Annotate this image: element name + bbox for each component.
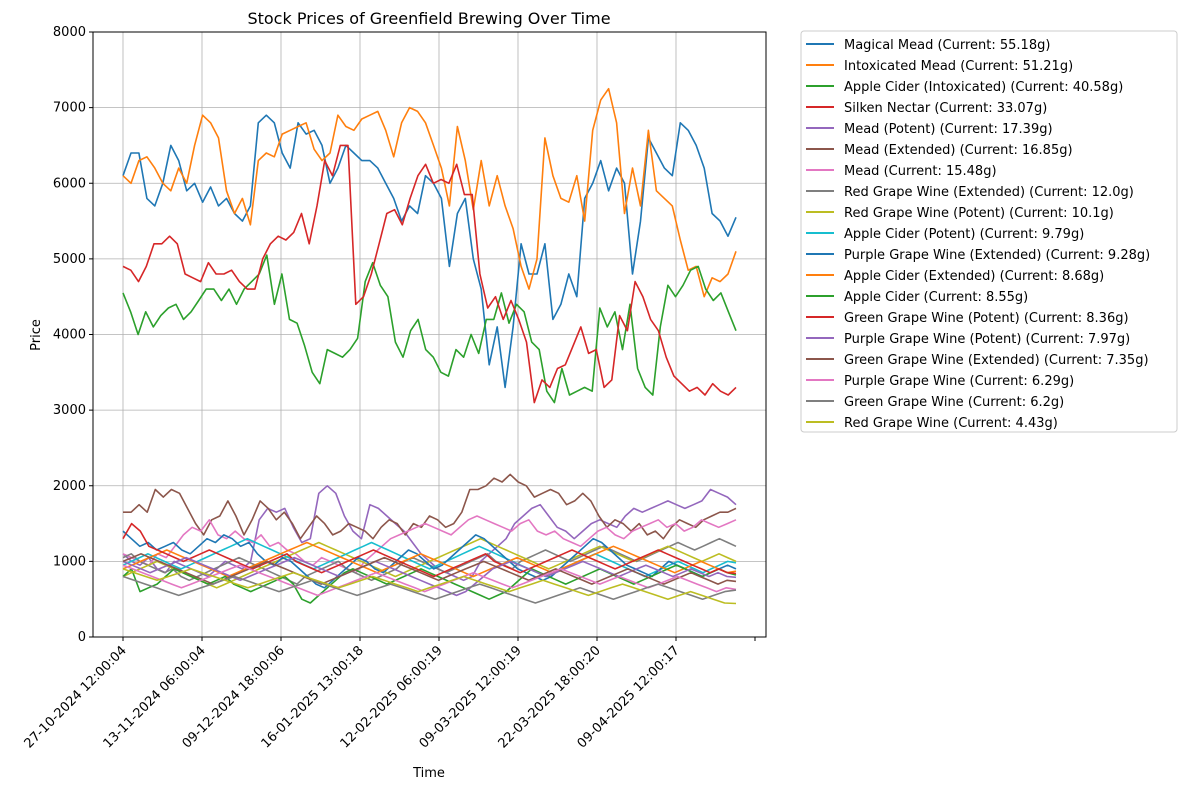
series-lines	[122, 87, 737, 605]
y-tick-label: 3000	[53, 403, 86, 418]
series-line-6	[122, 515, 737, 574]
x-axis-title: Time	[412, 766, 445, 781]
y-tick-label: 6000	[53, 176, 86, 191]
legend-label-7: Red Grape Wine (Extended) (Current: 12.0…	[844, 185, 1134, 200]
series-line-18	[122, 568, 737, 605]
legend-label-5: Mead (Extended) (Current: 16.85g)	[844, 143, 1073, 158]
legend-label-10: Purple Grape Wine (Extended) (Current: 9…	[844, 248, 1150, 263]
legend-label-1: Intoxicated Mead (Current: 51.21g)	[844, 59, 1073, 74]
legend-label-18: Red Grape Wine (Current: 4.43g)	[844, 416, 1058, 431]
y-tick-label: 0	[78, 630, 86, 645]
y-tick-label: 1000	[53, 554, 86, 569]
y-axis: 0 1000 2000 3000 4000 5000 6000 7000 8000	[53, 25, 93, 645]
y-tick-label: 7000	[53, 101, 86, 116]
grid-lines	[93, 31, 766, 638]
series-line-16	[122, 564, 737, 597]
legend-label-17: Green Grape Wine (Current: 6.2g)	[844, 395, 1064, 410]
legend-box	[800, 30, 1178, 433]
legend-label-14: Purple Grape Wine (Potent) (Current: 7.9…	[844, 332, 1130, 347]
legend-label-0: Magical Mead (Current: 55.18g)	[844, 38, 1050, 53]
legend-label-12: Apple Cider (Current: 8.55g)	[844, 290, 1028, 305]
series-line-12	[122, 564, 737, 604]
series-line-1	[122, 87, 737, 298]
legend-label-6: Mead (Current: 15.48g)	[844, 164, 997, 179]
legend-label-8: Red Grape Wine (Potent) (Current: 10.1g)	[844, 206, 1114, 221]
y-tick-label: 5000	[53, 252, 86, 267]
series-line-14	[122, 556, 737, 597]
legend-label-3: Silken Nectar (Current: 33.07g)	[844, 101, 1047, 116]
series-line-10	[122, 530, 737, 589]
legend-label-13: Green Grape Wine (Potent) (Current: 8.36…	[844, 311, 1129, 326]
series-line-5	[123, 473, 737, 540]
legend-label-4: Mead (Potent) (Current: 17.39g)	[844, 122, 1053, 137]
y-axis-title: Price	[29, 319, 44, 351]
legend: Magical Mead (Current: 55.18g) Intoxicate…	[800, 30, 1178, 433]
series-line-3	[122, 144, 737, 404]
legend-label-9: Apple Cider (Potent) (Current: 9.79g)	[844, 227, 1084, 242]
y-tick-label: 8000	[53, 25, 86, 40]
legend-label-2: Apple Cider (Intoxicated) (Current: 40.5…	[844, 80, 1123, 95]
series-line-0	[122, 114, 737, 389]
legend-label-16: Purple Grape Wine (Current: 6.29g)	[844, 374, 1074, 389]
series-line-11	[122, 541, 737, 578]
chart-title: Stock Prices of Greenfield Brewing Over …	[247, 9, 610, 28]
legend-label-15: Green Grape Wine (Extended) (Current: 7.…	[844, 353, 1149, 368]
series-line-13	[122, 522, 737, 578]
legend-label-11: Apple Cider (Extended) (Current: 8.68g)	[844, 269, 1104, 284]
y-tick-label: 2000	[53, 479, 86, 494]
series-line-2	[122, 254, 737, 404]
y-tick-label: 4000	[53, 328, 86, 343]
